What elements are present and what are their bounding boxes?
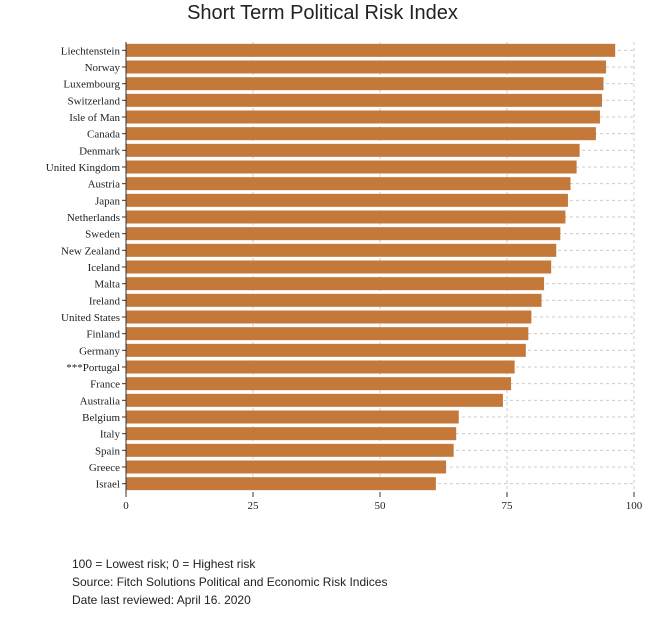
y-tick-label: Isle of Man: [69, 112, 120, 124]
bar-new-zealand: [126, 243, 557, 257]
bar-denmark: [126, 143, 580, 157]
bar-switzerland: [126, 93, 602, 107]
y-tick-label: Belgium: [82, 412, 120, 424]
y-tick-label: Finland: [86, 329, 120, 341]
bar-israel: [126, 477, 436, 491]
y-tick-label: Italy: [100, 429, 121, 441]
y-tick-label: Liechtenstein: [61, 45, 121, 57]
chart-notes: 100 = Lowest risk; 0 = Highest risk Sour…: [72, 555, 387, 609]
bar-luxembourg: [126, 77, 604, 91]
bar-norway: [126, 60, 607, 74]
y-tick-label: Israel: [96, 479, 120, 491]
y-tick-label: Japan: [95, 195, 121, 207]
bar-liechtenstein: [126, 43, 616, 57]
y-tick-label: Ireland: [89, 295, 121, 307]
bar-australia: [126, 393, 503, 407]
bars: [126, 43, 616, 491]
bar-iceland: [126, 260, 552, 274]
bar-spain: [126, 443, 454, 457]
y-tick-label: Spain: [95, 445, 121, 457]
y-tick-label: Canada: [87, 129, 120, 141]
bar-greece: [126, 460, 447, 474]
y-tick-label: Denmark: [79, 145, 120, 157]
bar-canada: [126, 127, 596, 141]
y-tick-label: Sweden: [85, 229, 120, 241]
bar-sweden: [126, 227, 561, 241]
x-tick-label: 100: [626, 500, 643, 512]
bar-austria: [126, 177, 571, 191]
y-tick-label: Netherlands: [67, 212, 120, 224]
risk-scale-note: 100 = Lowest risk; 0 = Highest risk: [72, 557, 256, 571]
y-tick-label: United States: [61, 312, 120, 324]
x-tick-label: 50: [375, 500, 387, 512]
bar-italy: [126, 427, 457, 441]
x-axis: 0 25 50 75 100: [123, 492, 643, 512]
y-tick-label: Greece: [89, 462, 120, 474]
review-date-note: Date last reviewed: April 16. 2020: [72, 593, 251, 607]
chart-title: Short Term Political Risk Index: [187, 2, 458, 24]
y-tick-label: Luxembourg: [63, 79, 120, 91]
x-tick-label: 25: [248, 500, 260, 512]
source-note: Source: Fitch Solutions Political and Ec…: [72, 575, 388, 589]
bar-portugal: [126, 360, 515, 374]
y-tick-label: Norway: [85, 62, 121, 74]
bar-malta: [126, 277, 545, 291]
y-tick-label: United Kingdom: [46, 162, 121, 174]
bar-chart: Liechtenstein Norway Luxembourg Switzerland…: [46, 42, 643, 512]
bar-germany: [126, 343, 526, 357]
bar-united-states: [126, 310, 532, 324]
y-tick-label: Switzerland: [67, 95, 120, 107]
y-tick-label: Malta: [94, 279, 120, 291]
y-tick-label: Austria: [88, 179, 121, 191]
bar-ireland: [126, 293, 542, 307]
x-tick-label: 0: [123, 500, 129, 512]
bar-japan: [126, 193, 568, 207]
y-tick-label: ***Portugal: [66, 362, 120, 374]
bar-netherlands: [126, 210, 566, 224]
y-tick-label: Australia: [80, 395, 120, 407]
bar-united-kingdom: [126, 160, 577, 174]
bar-isle-of-man: [126, 110, 600, 124]
y-tick-label: Iceland: [88, 262, 121, 274]
y-tick-label: Germany: [79, 345, 120, 357]
y-tick-label: France: [90, 379, 120, 391]
y-axis-labels: Liechtenstein Norway Luxembourg Switzerland…: [46, 42, 127, 492]
bar-finland: [126, 327, 529, 341]
bar-belgium: [126, 410, 459, 424]
x-tick-label: 75: [502, 500, 514, 512]
y-tick-label: New Zealand: [61, 245, 120, 257]
bar-france: [126, 377, 512, 391]
